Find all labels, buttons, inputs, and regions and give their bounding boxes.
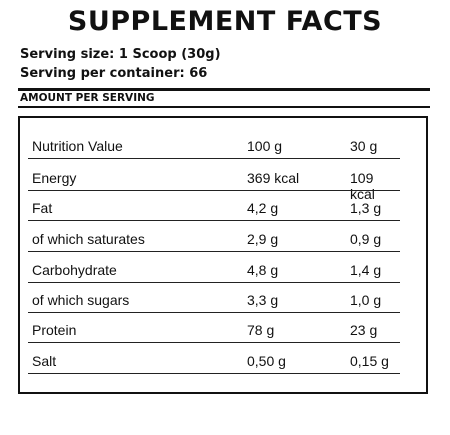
value-per-serving: 0,15 g <box>350 353 389 369</box>
header-per-100g: 100 g <box>247 138 283 154</box>
serving-per-container: Serving per container: 66 <box>20 66 208 81</box>
header-nutrition-value: Nutrition Value <box>32 138 123 154</box>
table-header-row: Nutrition Value 100 g 30 g <box>28 138 400 159</box>
nutrient-name: of which saturates <box>32 231 145 247</box>
nutrition-table <box>18 116 428 394</box>
value-per-100g: 4,2 g <box>247 200 279 216</box>
value-per-100g: 78 g <box>247 322 275 338</box>
nutrient-name: Protein <box>32 322 77 338</box>
value-per-serving: 0,9 g <box>350 231 382 247</box>
table-row: Energy 369 kcal 109 kcal <box>28 170 400 202</box>
row-divider <box>28 158 400 159</box>
value-per-serving: 109 kcal <box>350 170 375 202</box>
row-divider <box>28 342 400 343</box>
nutrient-name: Salt <box>32 353 57 369</box>
amount-per-serving-heading: AMOUNT PER SERVING <box>20 92 155 104</box>
value-per-100g: 4,8 g <box>247 262 279 278</box>
row-divider <box>28 312 400 313</box>
value-per-serving: 1,3 g <box>350 200 382 216</box>
value-per-100g: 0,50 g <box>247 353 286 369</box>
table-row: Protein 78 g 23 g <box>28 322 400 343</box>
value-per-serving: 1,0 g <box>350 292 382 308</box>
table-row: Carbohydrate 4,8 g 1,4 g <box>28 262 400 283</box>
header-per-serving: 30 g <box>350 138 378 154</box>
row-divider <box>28 190 400 191</box>
table-row: of which sugars 3,3 g 1,0 g <box>28 292 400 313</box>
value-per-100g: 369 kcal <box>247 170 300 186</box>
nutrient-name: Carbohydrate <box>32 262 117 278</box>
nutrient-name: of which sugars <box>32 292 130 308</box>
divider <box>18 88 430 91</box>
page-title: SUPPLEMENT FACTS <box>67 6 383 37</box>
nutrient-name: Energy <box>32 170 77 186</box>
divider <box>18 106 430 108</box>
row-divider <box>28 251 400 252</box>
value-per-100g: 2,9 g <box>247 231 279 247</box>
value-per-100g: 3,3 g <box>247 292 279 308</box>
table-row: Salt 0,50 g 0,15 g <box>28 353 400 374</box>
table-row: of which saturates 2,9 g 0,9 g <box>28 231 400 252</box>
value-per-serving: 23 g <box>350 322 378 338</box>
nutrient-name: Fat <box>32 200 53 216</box>
row-divider <box>28 373 400 374</box>
row-divider <box>28 220 400 221</box>
serving-size: Serving size: 1 Scoop (30g) <box>20 47 221 62</box>
table-row: Fat 4,2 g 1,3 g <box>28 200 400 221</box>
row-divider <box>28 282 400 283</box>
value-per-serving: 1,4 g <box>350 262 382 278</box>
